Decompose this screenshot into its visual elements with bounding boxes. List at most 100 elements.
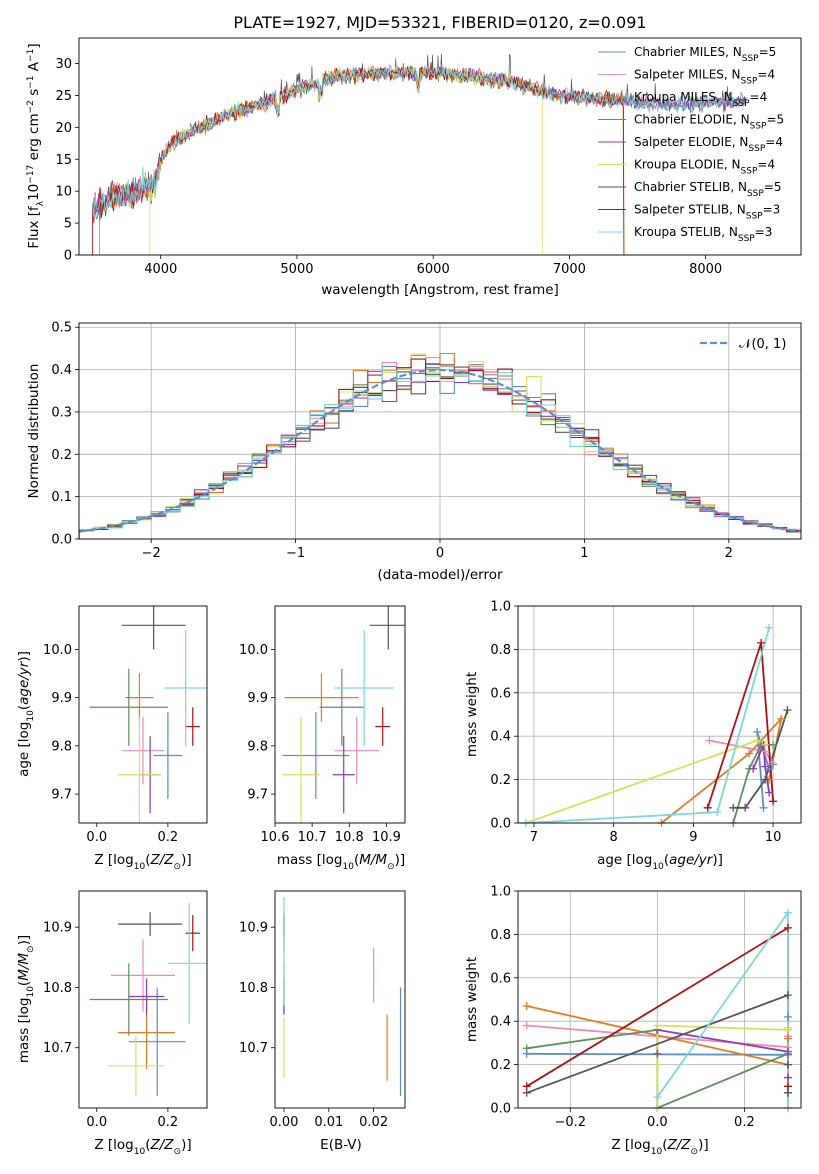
x-tick-label: −1 [286,546,305,561]
weight-line-8 [656,909,789,1108]
axes-weight_vs_Z: −0.2 0.0 0.2 0.0 0.2 0.4 0.6 0.8 1.0 mass weight Z… [464,885,802,1157]
y-tick-label: 10.0 [43,643,72,658]
x-tick-label: 0.0 [647,1115,668,1130]
plot-area-age_vs_Z [89,606,207,823]
axes-mass_vs_Z: 0.0 0.2 10.7 10.8 10.9 Z [log10(Z/Z⊙)] mass [l… [16,890,208,1157]
y-tick-label: 0.2 [490,1058,511,1073]
x-tick-label: 0.0 [86,1115,107,1130]
x-tick-label: 0 [436,546,444,561]
axes-frame [274,605,406,824]
axes-frame [517,890,802,1109]
y-tick-label: 9.9 [51,691,72,706]
y-axis-label: mass weight [464,957,480,1042]
plot-area-mass_vs_ebv [283,897,402,1096]
plot-area-age_vs_mass [282,606,405,823]
x-tick-label: 10 [765,830,782,845]
y-tick-label: 9.8 [247,739,268,754]
y-tick-label: 0.6 [490,686,511,701]
weight-marker [783,1012,792,1021]
weight-marker [783,1034,792,1043]
y-tick-label: 9.8 [51,739,72,754]
weight-marker [761,762,770,771]
y-tick-label: 0.4 [51,363,72,378]
weight-marker [769,797,778,806]
y-tick-label: 0.1 [51,490,72,505]
weight-marker [769,740,778,749]
y-tick-label: 10.0 [239,643,268,658]
y-tick-label: 0.0 [490,1102,511,1117]
x-tick-label: 0.0 [86,830,107,845]
axes-frame [517,605,802,824]
y-tick-label: 1.0 [490,885,511,900]
weight-line-5 [525,739,766,823]
y-tick-label: 0.8 [490,928,511,943]
x-axis-label: Z [log10(Z/Z⊙)] [611,1137,708,1157]
spectrum-line-5 [149,65,543,255]
plot-area-weight_vs_age [525,627,789,823]
x-tick-label: 6000 [417,262,450,277]
y-tick-label: 0.4 [490,1015,511,1030]
y-axis-label: age [log10(age/yr)] [16,651,36,777]
y-tick-label: 9.7 [247,788,268,803]
x-tick-label: 5000 [280,262,313,277]
weight-marker [745,749,754,758]
weight-marker [783,1073,792,1082]
weight-marker [783,1082,792,1091]
x-tick-label: 0.2 [158,830,179,845]
spectrum-line-7 [92,62,625,255]
x-tick-label: 4000 [144,262,177,277]
axes-mass_vs_ebv: 0.00 0.01 0.02 10.7 10.8 10.9 E(B-V) [239,890,406,1153]
x-axis-label: wavelength [Angstrom, rest frame] [321,282,559,298]
y-tick-label: 15 [55,153,72,168]
y-tick-label: 0 [64,249,72,264]
weight-marker [783,923,792,932]
weight-marker [705,736,714,745]
axes-frame [78,322,802,540]
y-tick-label: 20 [55,121,72,136]
weight-marker [757,638,766,647]
weight-marker [741,803,750,812]
x-tick-label: 2 [725,546,733,561]
x-tick-label: 1 [580,546,588,561]
weight-marker [761,775,770,784]
weight-marker [753,736,762,745]
y-tick-label: 0.8 [490,643,511,658]
x-axis-label: Z [log10(Z/Z⊙)] [94,852,191,872]
y-tick-label: 0.5 [51,321,72,336]
y-tick-label: 0.4 [490,730,511,745]
y-tick-label: 0.2 [51,448,72,463]
weight-marker [783,991,792,1000]
weight-marker [765,788,774,797]
weight-marker [761,740,770,749]
x-tick-label: 0.2 [734,1115,755,1130]
legend-entry: Salpeter ELODIE, NSSP=4 [634,135,783,154]
y-tick-label: 1.0 [490,600,511,615]
figure-title: PLATE=1927, MJD=53321, FIBERID=0120, z=0… [233,13,646,32]
weight-marker [522,1002,531,1011]
weight-marker [783,1060,792,1069]
weight-marker [759,803,768,812]
y-tick-label: 10.9 [239,921,268,936]
y-tick-label: 10.8 [43,981,72,996]
y-tick-label: 0.0 [490,817,511,832]
axes-frame [78,37,802,256]
y-tick-label: 9.9 [247,691,268,706]
y-tick-label: 0.2 [490,773,511,788]
weight-marker [522,1082,531,1091]
weight-marker [767,758,776,767]
y-tick-label: 0.3 [51,405,72,420]
y-axis-label: mass weight [464,672,480,757]
x-axis-label: mass [log10(M/M⊙)] [277,852,405,872]
weight-marker [653,1021,662,1030]
legend-entry: Salpeter MILES, NSSP=4 [634,68,775,87]
weight-marker [783,1047,792,1056]
legend-entry: Kroupa ELODIE, NSSP=4 [634,158,775,177]
weight-marker [765,623,774,632]
legend-entry: Chabrier ELODIE, NSSP=5 [634,113,784,132]
x-tick-label: −0.2 [554,1115,586,1130]
y-tick-label: 0.6 [490,971,511,986]
weight-marker [753,727,762,736]
plot-area-mass_vs_Z [89,903,207,1096]
weight-marker [783,706,792,715]
